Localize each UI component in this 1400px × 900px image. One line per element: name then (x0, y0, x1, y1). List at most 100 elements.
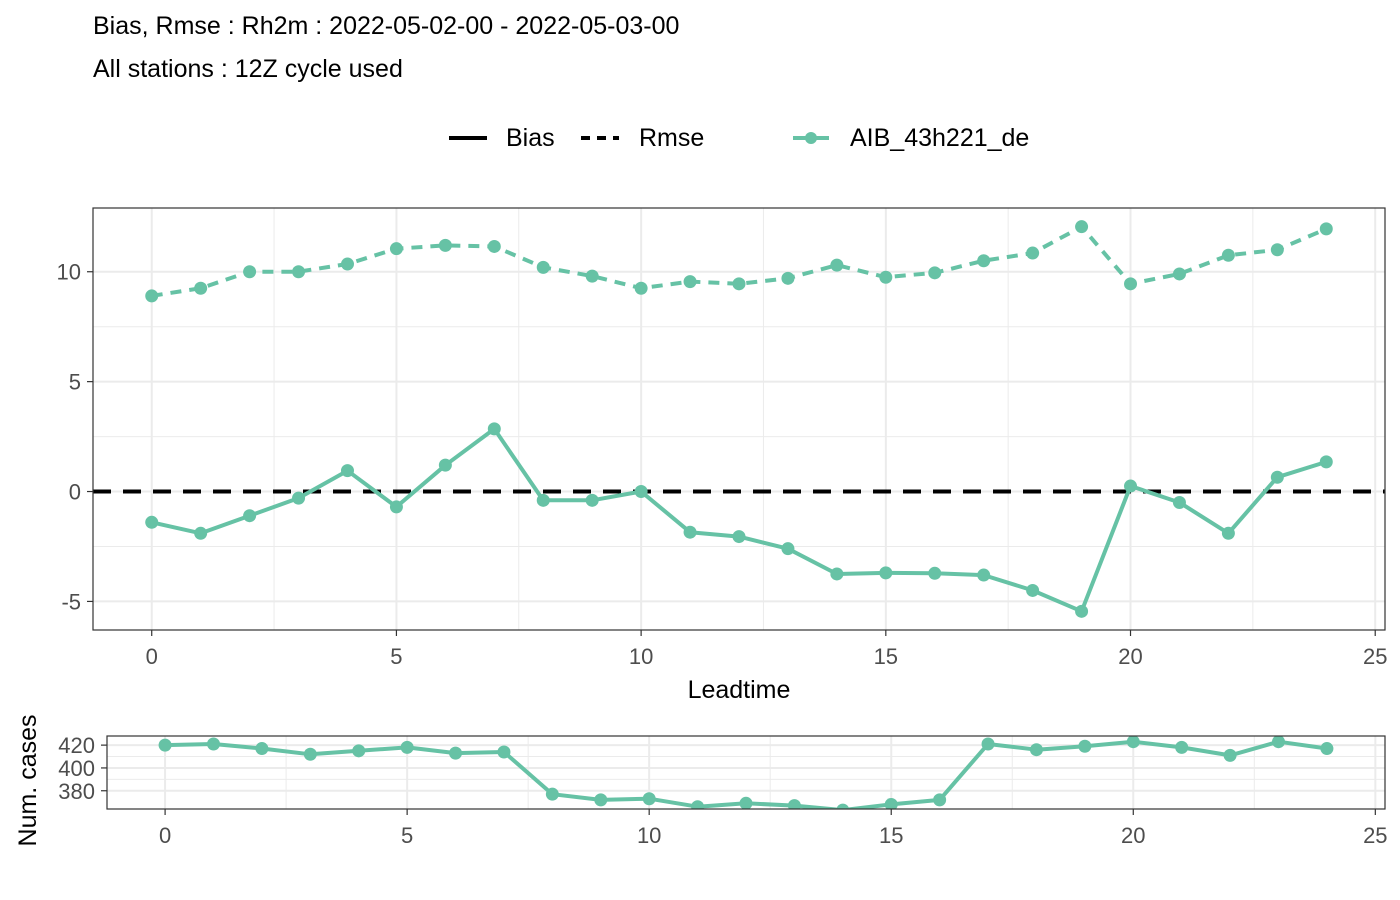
x-tick-label: 0 (146, 644, 158, 669)
bias-series-line (151, 426, 1327, 614)
legend: Bias Rmse AIB_43h221_de (449, 124, 1029, 152)
x-tick-label: 5 (390, 644, 402, 669)
main-plot-area (93, 220, 1385, 618)
cases-point-19 (1078, 739, 1092, 753)
legend-model-label: AIB_43h221_de (850, 124, 1029, 152)
cases-point-9 (594, 793, 608, 807)
cases-point-22 (1223, 748, 1237, 762)
cases-point-23 (1272, 736, 1285, 749)
y-tick-label: 0 (69, 480, 81, 505)
cases-point-2 (255, 742, 269, 756)
bias-point-1 (194, 526, 208, 540)
rmse-point-2 (243, 265, 257, 279)
rmse-point-18 (1026, 246, 1040, 260)
bias-point-19 (1075, 604, 1089, 618)
bias-point-8 (536, 493, 550, 507)
x-tick-label: 10 (637, 823, 661, 848)
y-tick-label: 5 (69, 370, 81, 395)
cases-point-1 (207, 737, 220, 751)
rmse-point-10 (634, 281, 648, 295)
bias-point-24 (1319, 455, 1333, 469)
x-tick-label: 20 (1121, 823, 1145, 848)
y-tick-label: 10 (57, 260, 81, 285)
cases-point-24 (1320, 742, 1334, 756)
cases-plot-area (158, 736, 1334, 809)
cases-point-15 (884, 797, 898, 809)
rmse-point-16 (928, 266, 942, 280)
bias-point-15 (879, 566, 893, 580)
x-tick-label: 15 (874, 644, 898, 669)
cases-point-21 (1175, 740, 1189, 754)
bias-point-22 (1221, 526, 1235, 540)
chart-title: Bias, Rmse : Rh2m : 2022-05-02-00 - 2022… (93, 12, 679, 40)
rmse-point-21 (1172, 267, 1186, 281)
chart-subtitle: All stations : 12Z cycle used (93, 55, 403, 83)
rmse-point-17 (977, 254, 991, 268)
cases-point-12 (739, 796, 753, 809)
rmse-point-14 (830, 258, 844, 272)
bias-point-3 (292, 491, 306, 505)
bias-point-7 (487, 422, 501, 436)
x-axis-title: Leadtime (688, 676, 791, 704)
rmse-point-0 (145, 289, 159, 303)
bias-point-13 (781, 542, 795, 556)
bias-point-14 (830, 567, 844, 581)
x-tick-label: 0 (159, 823, 171, 848)
y-tick-label: 420 (58, 733, 95, 758)
legend-model-swatch-point (805, 132, 817, 144)
bias-point-9 (585, 493, 599, 507)
bias-point-10 (634, 485, 648, 499)
rmse-point-6 (438, 238, 452, 252)
bias-point-11 (683, 525, 697, 539)
cases-panel-border (106, 735, 1386, 810)
bias-point-18 (1026, 583, 1040, 597)
bias-point-4 (340, 464, 354, 478)
legend-bias-label: Bias (506, 124, 555, 152)
cases-point-10 (642, 792, 656, 806)
rmse-point-15 (879, 270, 893, 284)
rmse-point-20 (1124, 277, 1138, 291)
rmse-point-23 (1270, 243, 1284, 257)
bias-point-2 (243, 509, 257, 523)
cases-point-4 (352, 744, 366, 758)
cases-point-16 (933, 793, 947, 807)
rmse-point-4 (340, 257, 354, 271)
cases-point-14 (836, 803, 850, 809)
rmse-point-19 (1075, 220, 1089, 234)
cases-point-6 (449, 746, 463, 760)
rmse-point-11 (683, 275, 697, 289)
rmse-point-12 (732, 277, 746, 291)
cases-point-8 (545, 787, 559, 801)
y-tick-label: 400 (58, 756, 95, 781)
rmse-point-3 (292, 265, 306, 279)
x-tick-label: 20 (1118, 644, 1142, 669)
bias-point-16 (928, 566, 942, 580)
x-tick-label: 25 (1363, 823, 1387, 848)
y-axis-title: Num. cases (14, 715, 42, 847)
bias-point-21 (1172, 496, 1186, 510)
main-panel-border (92, 207, 1386, 631)
bias-point-20 (1124, 479, 1138, 493)
x-tick-label: 15 (879, 823, 903, 848)
cases-point-18 (1029, 743, 1043, 757)
cases-point-20 (1126, 736, 1140, 749)
x-tick-label: 25 (1363, 644, 1387, 669)
bias-point-6 (438, 458, 452, 472)
rmse-point-24 (1319, 222, 1333, 236)
legend-rmse-label: Rmse (639, 124, 704, 152)
rmse-point-8 (536, 260, 550, 274)
rmse-point-9 (585, 269, 599, 283)
rmse-point-5 (389, 242, 403, 256)
cases-point-3 (303, 747, 317, 761)
y-tick-label: 380 (58, 779, 95, 804)
cases-point-0 (158, 738, 172, 752)
y-tick-label: -5 (61, 589, 81, 614)
cases-point-7 (497, 745, 511, 759)
rmse-point-7 (487, 239, 501, 253)
bias-point-5 (389, 500, 403, 514)
main-panel: 0 5 10 15 20 25 -5 0 5 10 Leadtime (57, 207, 1387, 704)
cases-point-11 (691, 800, 705, 809)
rmse-point-13 (781, 271, 795, 285)
cases-point-13 (787, 799, 801, 809)
